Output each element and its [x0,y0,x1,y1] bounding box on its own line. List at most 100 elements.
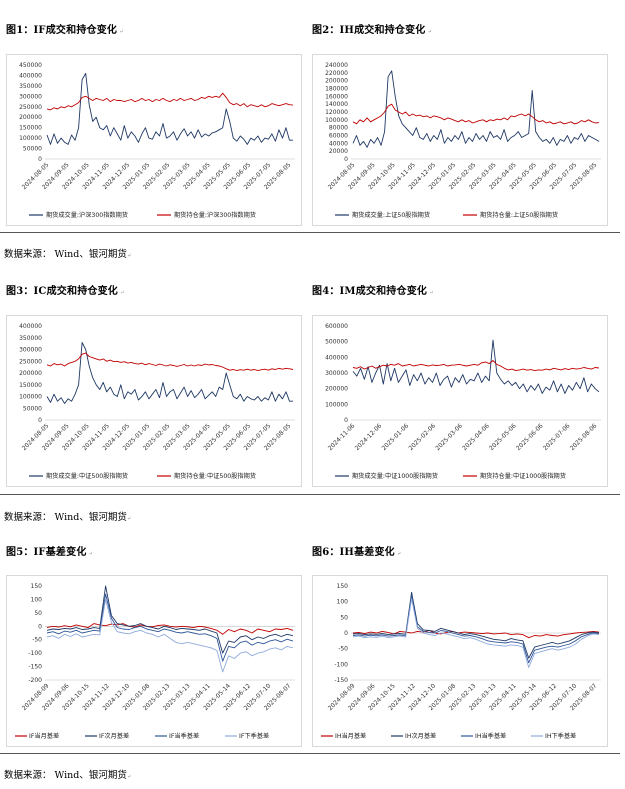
series-line-1 [352,591,600,659]
series-line-1 [46,585,294,654]
legend-label-0: IH当月基差 [335,732,366,740]
series-line-0 [46,72,293,145]
y-tick-label: 450000 [19,62,42,69]
y-tick-label: 150 [337,583,349,590]
y-tick-label: 60000 [329,133,348,140]
y-tick-label: 200000 [325,386,348,393]
section-2-divider [0,494,620,495]
section-2-source: 数据来源： Wind、银河期货↵ [4,512,132,523]
series-line-3 [46,598,294,673]
legend-label-0: 期货成交量:上证50股指期货 [352,211,430,219]
y-tick-label: 50 [34,610,42,617]
y-tick-label: -200 [28,677,42,684]
figure-1-chart: 0 50000 100000 150000 200000 250000 300000 3500… [6,54,302,226]
figure-2-chart: 0 20000 40000 60000 80000 100000 120000 140000 1… [312,54,608,226]
y-tick-label: -100 [28,650,42,657]
series-line-0 [352,70,600,148]
legend-label-0: IF当月基差 [29,732,59,740]
series-line-0 [46,342,293,404]
y-tick-label: 80000 [329,125,348,132]
y-tick-label: 100000 [325,117,348,124]
y-tick-label: 50000 [23,405,42,412]
figure-5-chart: -200 -150 -100 -50 0 50 100 150 2024-08-09 2024-0… [6,575,302,747]
y-tick-label: 0 [344,417,348,424]
y-tick-label: 300000 [325,370,348,377]
y-tick-label: 400000 [19,72,42,79]
figure-4-title: 图4：IM成交和持仓变化 ↵ [312,286,434,297]
x-tick-label: 2025-01-06 [381,422,411,452]
y-tick-label: 200000 [19,114,42,121]
y-tick-label: 100 [31,596,43,603]
y-tick-label: 300000 [19,93,42,100]
y-tick-label: 100000 [325,401,348,408]
legend-label-1: 期货持仓量:中证1000股指期货 [480,472,566,480]
y-tick-label: 250000 [19,358,42,365]
legend-label-1: IF次月基差 [99,732,129,740]
section-3-source: 数据来源： Wind、银河期货↵ [4,770,132,781]
y-tick-label: 200000 [325,78,348,85]
legend-label-1: 期货持仓量:上证50股指期货 [480,211,558,219]
series-line-0 [352,339,600,394]
legend-label-2: IH当季基差 [475,732,506,740]
series-line-2 [352,594,600,664]
y-tick-label: 400000 [325,354,348,361]
y-tick-label: -150 [28,664,42,671]
y-tick-label: 100000 [19,135,42,142]
y-tick-label: 0 [38,156,42,163]
y-tick-label: 200000 [19,370,42,377]
figure-3-chart: 0 50000 100000 150000 200000 250000 300000 3500… [6,315,302,487]
x-tick-label: 2025-03-06 [434,422,464,452]
legend-label-1: IH次月基差 [405,732,436,740]
y-tick-label: 350000 [19,335,42,342]
legend-label-1: 期货持仓量:中证500股指期货 [174,472,256,480]
y-tick-label: 600000 [325,323,348,330]
y-tick-label: -50 [338,646,348,653]
y-tick-label: 20000 [329,148,348,155]
figure-6-title: 图6：IH基差变化 ↵ [312,547,402,558]
y-tick-label: 100000 [19,394,42,401]
figure-4-chart: 0 100000 200000 300000 400000 500000 600000 202… [312,315,608,487]
legend-label-1: 期货持仓量:沪深300指数期货 [174,211,256,219]
legend-label-0: 期货成交量:沪深300指数期货 [46,211,128,219]
y-tick-label: 150 [31,583,43,590]
x-tick-label: 2025-02-06 [407,422,437,452]
figure-5-title: 图5：IF基差变化 ↵ [6,547,93,558]
x-tick-label: 2025-05-06 [488,422,518,452]
legend-label-0: 期货成交量:中证1000股指期货 [352,472,438,480]
y-tick-label: -150 [334,677,348,684]
x-tick-label: 2024-11-06 [327,422,357,452]
x-tick-label: 2025-07-06 [542,422,572,452]
y-tick-label: 160000 [325,93,348,100]
figure-3-title: 图3：IC成交和持仓变化 ↵ [6,286,125,297]
series-line-1 [352,103,600,125]
y-tick-label: 150000 [19,382,42,389]
figure-6-chart: -150 -100 -50 0 50 100 150 2024-08-09 2024-09-06… [312,575,608,747]
x-tick-label: 2025-06-06 [515,422,545,452]
y-tick-label: -50 [32,637,42,644]
y-tick-label: 0 [38,417,42,424]
legend-label-3: IF下季基差 [239,732,269,740]
series-line-1 [46,352,294,372]
y-tick-label: 50 [340,614,348,621]
figure-2-title: 图2：IH成交和持仓变化 ↵ [312,25,432,36]
y-tick-label: 40000 [329,140,348,147]
y-tick-label: 240000 [325,62,348,69]
y-tick-label: 500000 [325,339,348,346]
y-tick-label: 400000 [19,323,42,330]
y-tick-label: 350000 [19,83,42,90]
x-tick-label: 2025-04-06 [461,422,491,452]
section-1-source: 数据来源： Wind、银河期货↵ [4,249,132,260]
series-line-2 [46,593,294,662]
y-tick-label: 0 [344,630,348,637]
y-tick-label: -100 [334,661,348,668]
y-tick-label: 50000 [23,146,42,153]
y-tick-label: 120000 [325,109,348,116]
legend-label-3: IH下季基差 [545,732,576,740]
x-tick-label: 2024-12-06 [354,422,384,452]
y-tick-label: 150000 [19,125,42,132]
series-line-1 [352,360,600,372]
figure-1-title: 图1：IF成交和持仓变化 ↵ [6,25,124,36]
y-tick-label: 250000 [19,104,42,111]
x-tick-label: 2025-08-06 [569,422,599,452]
y-tick-label: 300000 [19,347,42,354]
